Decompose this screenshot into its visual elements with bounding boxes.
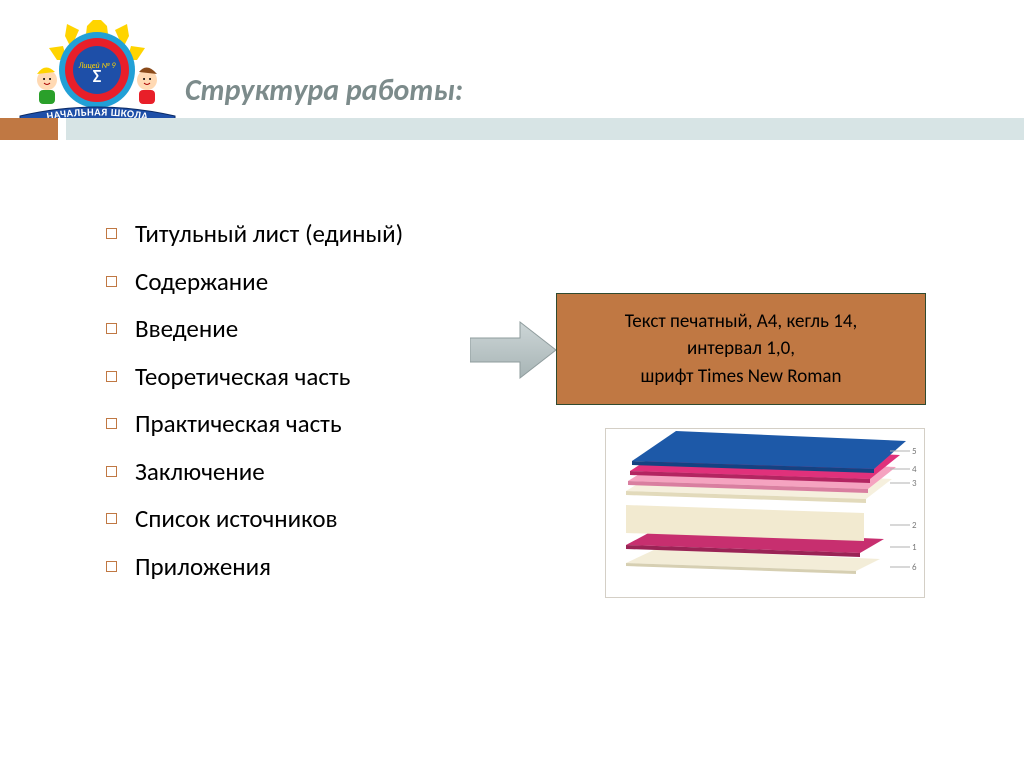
- structure-list: Титульный лист (единый) Содержание Введе…: [106, 210, 446, 590]
- bullet-icon: [106, 418, 117, 429]
- layer-label: 3: [912, 478, 917, 489]
- bullet-icon: [106, 371, 117, 382]
- bullet-icon: [106, 323, 117, 334]
- arrow-right-icon: [470, 320, 556, 380]
- layer-label: 4: [912, 464, 917, 475]
- list-item: Содержание: [106, 258, 446, 306]
- list-item: Титульный лист (единый): [106, 210, 446, 258]
- layer-label: 5: [912, 446, 917, 457]
- bullet-icon: [106, 561, 117, 572]
- list-item-label: Практическая часть: [135, 400, 342, 448]
- layer-label: 2: [912, 520, 917, 531]
- bullet-icon: [106, 276, 117, 287]
- bullet-icon: [106, 513, 117, 524]
- list-item: Список источников: [106, 495, 446, 543]
- list-item: Приложения: [106, 543, 446, 591]
- svg-text:Σ: Σ: [93, 65, 102, 87]
- callout-line: интервал 1,0,: [687, 335, 795, 363]
- list-item-label: Содержание: [135, 258, 268, 306]
- list-item-label: Титульный лист (единый): [135, 210, 403, 258]
- list-item-label: Введение: [135, 305, 238, 353]
- list-item-label: Теоретическая часть: [135, 353, 350, 401]
- list-item: Практическая часть: [106, 400, 446, 448]
- layer-label: 6: [912, 562, 917, 573]
- list-item-label: Приложения: [135, 543, 271, 591]
- layer-label: 1: [912, 542, 917, 553]
- list-item-label: Заключение: [135, 448, 265, 496]
- list-item: Введение: [106, 305, 446, 353]
- paper-stack-image: 5 4 3 2 1 6: [605, 428, 925, 598]
- slide-header: Лицей № 9 Σ: [0, 0, 1024, 150]
- bullet-icon: [106, 466, 117, 477]
- callout-line: шрифт Times New Roman: [640, 363, 841, 391]
- title-accent-bar: [0, 118, 1024, 140]
- callout-line: Текст печатный, А4, кегль 14,: [625, 308, 858, 336]
- slide-title: Структура работы:: [185, 72, 463, 109]
- bullet-icon: [106, 228, 117, 239]
- format-callout: Текст печатный, А4, кегль 14, интервал 1…: [556, 293, 926, 405]
- list-item-label: Список источников: [135, 495, 338, 543]
- list-item: Заключение: [106, 448, 446, 496]
- list-item: Теоретическая часть: [106, 353, 446, 401]
